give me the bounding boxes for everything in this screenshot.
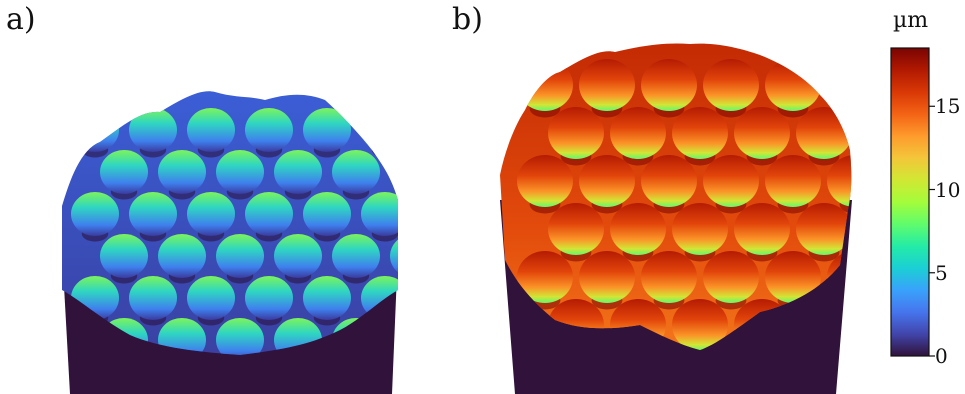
surface-valley	[401, 184, 427, 199]
colorbar-tick-label: 10	[935, 177, 961, 202]
surface-bump	[129, 108, 177, 152]
surface-valley	[401, 352, 427, 367]
colorbar-tick-label: 5	[935, 260, 948, 285]
surface-bump	[703, 155, 759, 207]
surface-bump	[765, 251, 821, 303]
colorbar-ticks	[929, 105, 935, 357]
surface-bump	[187, 192, 235, 236]
surface-bump	[579, 251, 635, 303]
surface-valley	[371, 142, 398, 158]
surface-bump	[332, 150, 380, 194]
surface-bump	[361, 192, 398, 236]
colorbar-tick-label: 15	[935, 94, 961, 119]
surface-bump	[641, 251, 697, 303]
surface-bump	[827, 59, 852, 111]
surface-bump	[361, 108, 398, 152]
surface-bump	[517, 59, 573, 111]
surface-bump	[796, 203, 852, 255]
surface-bump	[765, 155, 821, 207]
surface-bump	[245, 108, 293, 152]
surface-bump	[187, 276, 235, 320]
surface-bump	[548, 203, 604, 255]
surface-bump	[274, 234, 322, 278]
surface-bump	[641, 155, 697, 207]
surface-bump	[303, 192, 351, 236]
panel-label-b: b)	[452, 2, 483, 37]
surface-bump	[158, 234, 206, 278]
surface-bump	[579, 155, 635, 207]
surface-bump	[734, 107, 790, 159]
surface-valley	[401, 268, 427, 283]
surface-bump	[548, 107, 604, 159]
surface-bump	[390, 234, 398, 278]
surface-bump	[71, 108, 119, 152]
surface-bump	[672, 203, 728, 255]
surface-bump	[303, 276, 351, 320]
surface-bump	[129, 192, 177, 236]
surface-bump	[71, 192, 119, 236]
panel-label-a: a)	[6, 2, 36, 37]
surface-bump	[672, 299, 728, 351]
surface-bump	[765, 59, 821, 111]
colorbar-unit-label: µm	[893, 8, 929, 33]
surface-bump	[187, 108, 235, 152]
surface-bump	[517, 155, 573, 207]
surface-bump	[390, 318, 398, 355]
surface-bump	[827, 155, 852, 207]
surface-bump	[100, 234, 148, 278]
surface-bump	[703, 59, 759, 111]
colorbar	[890, 47, 930, 357]
surface-bump	[216, 150, 264, 194]
surface-bump	[158, 150, 206, 194]
surface-bump	[303, 108, 351, 152]
surface-bump	[100, 150, 148, 194]
surface-bump	[129, 276, 177, 320]
surface-bump	[641, 59, 697, 111]
surface-bump	[610, 203, 666, 255]
surface-bump	[245, 276, 293, 320]
surface-bump	[274, 150, 322, 194]
surface-valley	[839, 99, 852, 118]
surface-bump	[796, 107, 852, 159]
surface-bump	[610, 107, 666, 159]
surface-bump	[672, 107, 728, 159]
surface-bump	[579, 59, 635, 111]
surface-bump	[216, 234, 264, 278]
surface-bump	[734, 203, 790, 255]
surface-bump	[517, 251, 573, 303]
surface-bump	[332, 234, 380, 278]
surface-bump	[216, 318, 264, 355]
surface-bump	[390, 150, 398, 194]
surface-bump	[703, 251, 759, 303]
colorbar-tick-label: 0	[935, 344, 948, 368]
surface-bump	[245, 192, 293, 236]
